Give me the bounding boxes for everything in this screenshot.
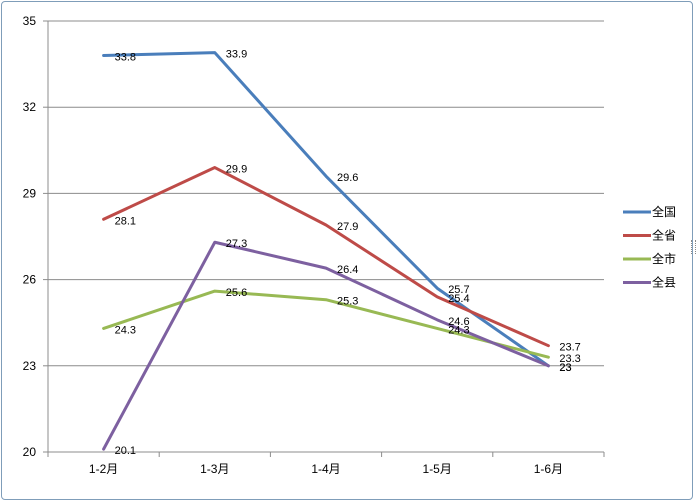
y-tick-label: 35	[23, 14, 37, 28]
x-tick-label: 1-6月	[534, 462, 563, 476]
legend-label: 全县	[652, 275, 676, 290]
y-tick-label: 32	[23, 100, 37, 114]
series-line	[102, 166, 550, 348]
data-label: 27.3	[226, 238, 247, 250]
x-tick-label: 1-5月	[423, 462, 452, 476]
legend-label: 全市	[652, 251, 676, 266]
series-lines	[102, 51, 550, 451]
series-line	[102, 51, 550, 368]
gridlines	[48, 20, 604, 367]
data-label: 33.8	[115, 51, 136, 63]
data-label: 24.6	[448, 316, 469, 328]
series-line	[102, 240, 550, 451]
y-tick-label: 29	[23, 186, 37, 200]
resize-handle[interactable]	[691, 240, 696, 254]
data-label: 24.3	[115, 324, 136, 336]
data-label: 33.9	[226, 49, 247, 61]
data-label: 23.7	[559, 342, 580, 354]
data-label: 20.1	[115, 445, 136, 457]
data-label: 25.4	[448, 293, 469, 305]
axes: 20 23 26 29 32 35 1-2月 1-3月 1-4月 1-5月 1-6月	[23, 14, 605, 476]
data-label: 23.3	[559, 353, 580, 365]
data-label: 25.6	[226, 287, 247, 299]
data-label: 29.6	[337, 172, 358, 184]
y-tick-label: 20	[23, 445, 37, 459]
data-label: 23	[559, 362, 571, 374]
data-label: 29.9	[226, 164, 247, 176]
series-line	[102, 289, 550, 359]
y-tick-label: 26	[23, 273, 37, 287]
data-label: 26.4	[337, 264, 358, 276]
legend-label: 全国	[652, 204, 676, 219]
data-labels: 33.8 33.9 29.6 25.7 23 28.1 29.9 27.9 25.4 23.7 24…	[115, 49, 581, 458]
x-tick-label: 1-2月	[89, 462, 118, 476]
legend-label: 全省	[652, 228, 676, 243]
data-label: 27.9	[337, 221, 358, 233]
data-label: 28.1	[115, 215, 136, 227]
data-label: 24.3	[448, 324, 469, 336]
data-label: 25.3	[337, 296, 358, 308]
x-tick-label: 1-3月	[200, 462, 229, 476]
x-tick-label: 1-4月	[311, 462, 340, 476]
data-label: 25.7	[448, 284, 469, 296]
data-label: 23	[559, 362, 571, 374]
y-tick-label: 23	[23, 359, 37, 373]
